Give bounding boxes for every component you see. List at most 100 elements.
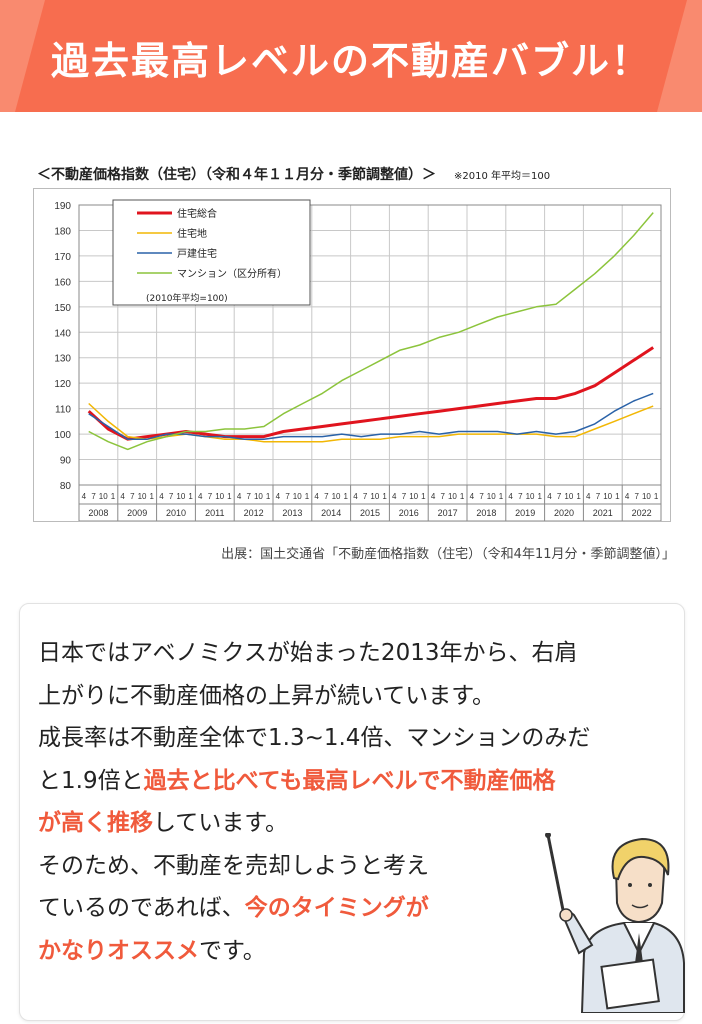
month-tick-label: 1 xyxy=(305,492,310,501)
month-tick-label: 4 xyxy=(276,492,281,501)
month-tick-label: 1 xyxy=(460,492,465,501)
chart-frame: 80 90 100 110 120 130 140 150 160 170 180 190 4 7 10 1 2… xyxy=(33,188,671,522)
right-eye xyxy=(648,883,652,887)
month-tick-label: 1 xyxy=(150,492,155,501)
y-tick-label: 80 xyxy=(60,481,72,492)
text-line: ているのであれば、今のタイミングが xyxy=(38,887,670,930)
legend-label: 戸建住宅 xyxy=(177,247,217,260)
y-tick-label: 100 xyxy=(54,430,71,441)
year-label: 2012 xyxy=(244,508,264,518)
text-line: そのため、不動産を売却しようと考え xyxy=(38,852,429,879)
y-tick-label: 170 xyxy=(54,252,71,263)
month-tick-label: 10 xyxy=(138,492,147,501)
month-tick-label: 7 xyxy=(91,492,96,501)
businessman-illustration xyxy=(545,833,685,1013)
chart-source: 出展：国土交通省「不動産価格指数（住宅）（令和4年11月分・季節調整値）」 xyxy=(221,547,675,562)
page-title: 過去最高レベルの不動産バブル！ xyxy=(50,39,651,83)
month-tick-label: 4 xyxy=(120,492,125,501)
month-tick-label: 1 xyxy=(382,492,387,501)
explanation-text: 日本ではアベノミクスが始まった2013年から、右肩 上がりに不動産価格の上昇が続… xyxy=(38,632,670,972)
month-tick-label: 4 xyxy=(353,492,358,501)
series-line xyxy=(88,392,654,440)
month-tick-label: 7 xyxy=(518,492,523,501)
month-tick-label: 4 xyxy=(198,492,203,501)
text-segment: と1.9倍と xyxy=(38,767,144,794)
year-label: 2020 xyxy=(554,508,574,518)
legend-label: 住宅総合 xyxy=(177,207,217,220)
month-tick-label: 4 xyxy=(314,492,319,501)
highlight-text: かなりオススメ xyxy=(38,937,199,964)
month-tick-label: 1 xyxy=(227,492,232,501)
year-label: 2015 xyxy=(360,508,380,518)
y-tick-label: 90 xyxy=(60,456,72,467)
month-tick-label: 4 xyxy=(547,492,552,501)
year-label: 2022 xyxy=(632,508,652,518)
explanation-card xyxy=(19,603,685,1021)
year-label: 2019 xyxy=(515,508,535,518)
month-tick-label: 7 xyxy=(247,492,252,501)
month-tick-label: 1 xyxy=(615,492,620,501)
text-line: 日本ではアベノミクスが始まった2013年から、右肩 xyxy=(38,640,578,666)
month-tick-label: 10 xyxy=(448,492,457,501)
highlight-text: 今のタイミングが xyxy=(244,895,429,921)
month-tick-label: 4 xyxy=(625,492,630,501)
y-tick-label: 150 xyxy=(54,303,71,314)
month-tick-label: 10 xyxy=(332,492,341,501)
highlight-text: 過去と比べても最高レベルで不動産価格 xyxy=(143,767,556,794)
text-segment: ているのであれば、 xyxy=(38,895,245,921)
month-tick-label: 4 xyxy=(392,492,397,501)
month-tick-label: 1 xyxy=(344,492,349,501)
month-tick-label: 10 xyxy=(370,492,379,501)
month-tick-label: 10 xyxy=(409,492,418,501)
month-tick-label: 7 xyxy=(324,492,329,501)
mouth xyxy=(631,904,649,909)
month-tick-label: 1 xyxy=(188,492,193,501)
chart-title-text: ＜不動産価格指数（住宅）（令和４年１１月分・季節調整値）＞ xyxy=(37,167,436,183)
month-tick-label: 1 xyxy=(499,492,504,501)
y-tick-label: 160 xyxy=(54,277,71,288)
month-tick-label: 1 xyxy=(111,492,116,501)
month-tick-label: 10 xyxy=(487,492,496,501)
month-tick-label: 7 xyxy=(285,492,290,501)
month-tick-label: 1 xyxy=(576,492,581,501)
year-label: 2018 xyxy=(476,508,496,518)
chart-title: ＜不動産価格指数（住宅）（令和４年１１月分・季節調整値）＞ ※2010 年平均＝1… xyxy=(37,164,550,184)
text-line: かなりオススメです。 xyxy=(38,930,670,973)
month-tick-label: 7 xyxy=(635,492,640,501)
pointer-tip xyxy=(545,833,551,838)
highlight-text: が高く推移 xyxy=(38,810,153,836)
month-tick-label: 4 xyxy=(237,492,242,501)
month-tick-label: 7 xyxy=(208,492,213,501)
month-tick-label: 10 xyxy=(176,492,185,501)
y-tick-label: 120 xyxy=(54,379,71,390)
month-tick-label: 4 xyxy=(586,492,591,501)
month-tick-label: 4 xyxy=(82,492,87,501)
month-tick-label: 10 xyxy=(603,492,612,501)
y-tick-label: 140 xyxy=(54,328,71,339)
year-label: 2009 xyxy=(127,508,147,518)
month-tick-label: 10 xyxy=(293,492,302,501)
month-tick-label: 4 xyxy=(508,492,513,501)
month-tick-label: 1 xyxy=(421,492,426,501)
month-tick-label: 10 xyxy=(564,492,573,501)
y-tick-label: 110 xyxy=(55,405,71,416)
left-eye xyxy=(628,883,632,887)
month-tick-label: 4 xyxy=(159,492,164,501)
text-line: が高く推移しています。 xyxy=(38,802,670,845)
month-tick-label: 1 xyxy=(654,492,659,501)
series-line xyxy=(88,212,654,451)
year-label: 2011 xyxy=(205,508,224,518)
text-line: と1.9倍と過去と比べても最高レベルで不動産価格 xyxy=(38,760,670,803)
hand xyxy=(559,908,573,922)
y-tick-label: 130 xyxy=(54,354,71,365)
month-tick-label: 10 xyxy=(99,492,108,501)
year-label: 2014 xyxy=(321,508,341,518)
year-label: 2017 xyxy=(438,508,458,518)
plot-border xyxy=(78,204,662,486)
month-tick-label: 7 xyxy=(479,492,484,501)
month-tick-label: 7 xyxy=(169,492,174,501)
year-label: 2008 xyxy=(88,508,108,518)
year-label: 2016 xyxy=(399,508,419,518)
chart-base-note: ※2010 年平均＝100 xyxy=(454,171,551,182)
